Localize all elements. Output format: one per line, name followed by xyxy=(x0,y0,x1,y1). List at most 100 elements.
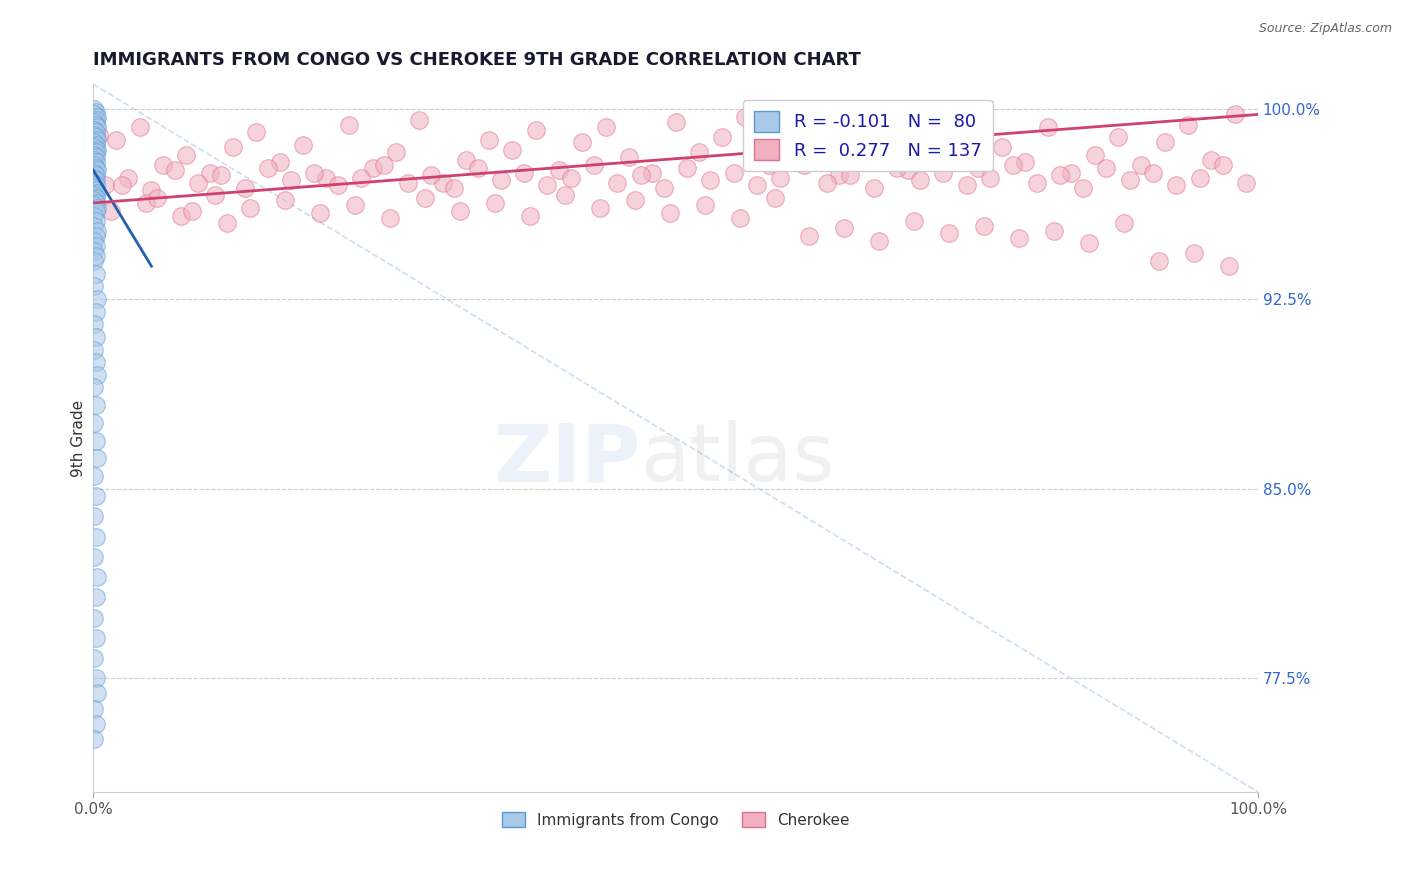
Point xyxy=(513,166,536,180)
Point xyxy=(86,186,108,200)
Point xyxy=(245,125,267,139)
Point xyxy=(943,128,966,142)
Point xyxy=(84,304,107,318)
Point xyxy=(589,201,612,215)
Point xyxy=(84,178,107,193)
Point xyxy=(728,211,751,226)
Point xyxy=(83,651,105,665)
Point xyxy=(86,224,108,238)
Point xyxy=(128,120,150,134)
Point xyxy=(1008,231,1031,245)
Point xyxy=(86,570,108,584)
Point xyxy=(1038,120,1060,134)
Point xyxy=(84,203,107,218)
Point xyxy=(489,173,512,187)
Point xyxy=(903,213,925,227)
Point xyxy=(84,228,107,243)
Point xyxy=(84,267,107,281)
Point xyxy=(1177,118,1199,132)
Point xyxy=(1112,216,1135,230)
Point xyxy=(83,170,105,185)
Point xyxy=(641,166,664,180)
Point xyxy=(630,168,652,182)
Point xyxy=(83,194,105,208)
Point xyxy=(432,176,454,190)
Point xyxy=(571,135,593,149)
Point xyxy=(84,355,107,369)
Point xyxy=(83,188,105,202)
Point xyxy=(87,128,110,142)
Point xyxy=(84,173,107,187)
Point xyxy=(86,133,108,147)
Point xyxy=(595,120,617,134)
Point xyxy=(617,150,640,164)
Point xyxy=(396,176,419,190)
Point xyxy=(84,249,107,263)
Point xyxy=(1025,176,1047,190)
Point xyxy=(83,122,105,136)
Point xyxy=(373,158,395,172)
Point xyxy=(688,145,710,160)
Point xyxy=(1142,166,1164,180)
Point xyxy=(676,161,699,175)
Point xyxy=(84,398,107,412)
Point xyxy=(86,120,108,134)
Point xyxy=(1218,259,1240,273)
Point xyxy=(699,173,721,187)
Point xyxy=(1078,236,1101,251)
Point xyxy=(315,170,337,185)
Point xyxy=(339,118,361,132)
Point xyxy=(623,194,645,208)
Point xyxy=(84,183,107,197)
Point xyxy=(84,155,107,169)
Point xyxy=(443,181,465,195)
Point xyxy=(84,530,107,544)
Point xyxy=(86,201,108,215)
Point xyxy=(83,209,105,223)
Point xyxy=(84,145,107,160)
Point xyxy=(385,145,408,160)
Text: IMMIGRANTS FROM CONGO VS CHEROKEE 9TH GRADE CORRELATION CHART: IMMIGRANTS FROM CONGO VS CHEROKEE 9TH GR… xyxy=(93,51,860,69)
Point xyxy=(851,153,873,167)
Point xyxy=(908,173,931,187)
Point xyxy=(582,158,605,172)
Point xyxy=(86,143,108,157)
Point xyxy=(217,216,239,230)
Point xyxy=(291,137,314,152)
Point xyxy=(1043,224,1066,238)
Point xyxy=(921,145,943,160)
Point xyxy=(187,176,209,190)
Point xyxy=(938,227,960,241)
Point xyxy=(763,191,786,205)
Point xyxy=(83,701,105,715)
Point xyxy=(326,178,349,193)
Point xyxy=(886,161,908,175)
Point xyxy=(163,163,186,178)
Point xyxy=(84,239,107,253)
Point xyxy=(83,343,105,357)
Point xyxy=(875,133,897,147)
Point xyxy=(973,219,995,233)
Point xyxy=(274,194,297,208)
Point xyxy=(86,368,108,382)
Point xyxy=(897,163,920,178)
Point xyxy=(827,168,849,182)
Point xyxy=(86,686,108,700)
Point xyxy=(146,191,169,205)
Point xyxy=(1188,170,1211,185)
Point xyxy=(780,140,803,154)
Point xyxy=(1002,158,1025,172)
Point xyxy=(84,330,107,344)
Point xyxy=(152,158,174,172)
Point xyxy=(304,166,326,180)
Point xyxy=(84,130,107,145)
Point xyxy=(956,178,979,193)
Point xyxy=(84,671,107,685)
Point xyxy=(83,219,105,233)
Point xyxy=(176,148,198,162)
Point xyxy=(84,213,107,227)
Point xyxy=(86,163,108,178)
Point xyxy=(990,140,1012,154)
Point xyxy=(84,137,107,152)
Point xyxy=(86,451,108,466)
